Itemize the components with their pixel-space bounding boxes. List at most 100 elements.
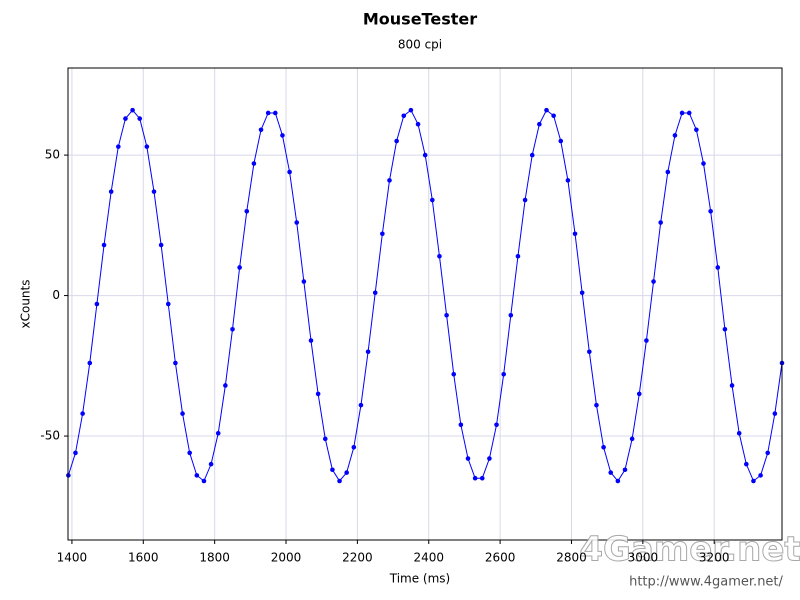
data-point (444, 312, 449, 318)
x-tick-label: 1400 (57, 551, 88, 565)
data-point (308, 338, 314, 343)
data-point (729, 383, 735, 388)
data-point (301, 279, 307, 284)
data-point (330, 467, 335, 473)
data-point (401, 113, 407, 119)
watermark: 4Gamer.net (579, 530, 800, 570)
data-point (108, 189, 114, 194)
data-point (522, 197, 528, 203)
data-point (551, 113, 556, 119)
y-axis-label: xCounts (19, 280, 33, 329)
data-point (665, 169, 671, 175)
data-point (151, 189, 157, 194)
data-point (708, 208, 713, 214)
data-point (244, 208, 250, 214)
data-point (515, 253, 521, 259)
data-point (358, 402, 364, 408)
data-point (101, 242, 107, 248)
data-point (772, 411, 778, 416)
data-point (223, 383, 228, 388)
data-point (265, 110, 271, 116)
y-tick-label: -50 (40, 429, 60, 443)
x-tick-label: 3000 (628, 551, 659, 565)
data-point (615, 478, 621, 484)
x-tick-label: 3200 (699, 551, 730, 565)
data-point (565, 178, 571, 183)
data-point (394, 138, 399, 144)
data-point (237, 265, 242, 270)
x-tick-label: 2400 (413, 551, 444, 565)
data-point (280, 133, 285, 138)
x-axis-label: Time (ms) (389, 572, 451, 586)
data-point (686, 110, 692, 116)
data-point (751, 478, 756, 484)
data-point (337, 478, 342, 484)
x-tick-label: 2600 (485, 551, 516, 565)
data-point (123, 116, 128, 121)
data-point (173, 360, 178, 366)
data-point (636, 391, 642, 397)
x-tick-label: 2200 (342, 551, 373, 565)
data-point (365, 349, 371, 355)
data-point (608, 470, 614, 475)
data-point (479, 475, 485, 481)
data-point (651, 279, 656, 284)
data-point (736, 430, 742, 436)
data-point (258, 127, 264, 133)
data-point (672, 133, 678, 138)
data-point (251, 161, 257, 166)
data-point (579, 290, 585, 296)
y-tick-label: 50 (45, 148, 60, 162)
data-point (87, 360, 93, 366)
data-point (430, 197, 435, 203)
data-point (472, 475, 478, 481)
data-point (415, 121, 421, 127)
data-point (144, 144, 150, 149)
data-point (658, 220, 663, 225)
data-point (158, 242, 164, 248)
data-point (422, 152, 428, 158)
data-point (465, 456, 471, 461)
data-point (744, 461, 749, 467)
data-point (758, 473, 763, 478)
data-point (387, 178, 392, 183)
data-point (315, 391, 321, 397)
data-point (694, 127, 699, 133)
chart-subtitle: 800 cpi (398, 38, 442, 52)
x-tick-label: 2000 (271, 551, 302, 565)
plot-frame (67, 67, 783, 541)
data-point (187, 450, 192, 456)
data-point (116, 144, 121, 149)
data-point (344, 470, 349, 475)
data-point (208, 461, 214, 467)
x-tick-label: 1600 (128, 551, 159, 565)
data-point (501, 371, 506, 377)
data-point (273, 110, 278, 116)
data-point (130, 107, 135, 113)
data-point (765, 450, 771, 456)
data-point (287, 169, 292, 175)
data-point (544, 107, 549, 113)
data-point (230, 326, 235, 332)
data-point (537, 121, 542, 127)
plot-area (66, 68, 785, 540)
data-point (594, 402, 599, 408)
x-tick-label: 2800 (556, 551, 587, 565)
chart-title: MouseTester (363, 10, 477, 29)
data-point (715, 265, 721, 270)
data-point (601, 444, 606, 450)
data-point (408, 107, 414, 113)
data-point (165, 301, 171, 307)
data-point (94, 301, 100, 307)
data-point (508, 312, 514, 318)
data-point (215, 430, 221, 436)
data-point (201, 478, 207, 484)
data-point (322, 436, 328, 442)
y-tick-label: 0 (52, 288, 60, 302)
watermark-url: http://www.4gamer.net/ (629, 575, 783, 590)
data-point (451, 371, 457, 377)
data-point (351, 444, 357, 450)
data-point (73, 450, 78, 456)
